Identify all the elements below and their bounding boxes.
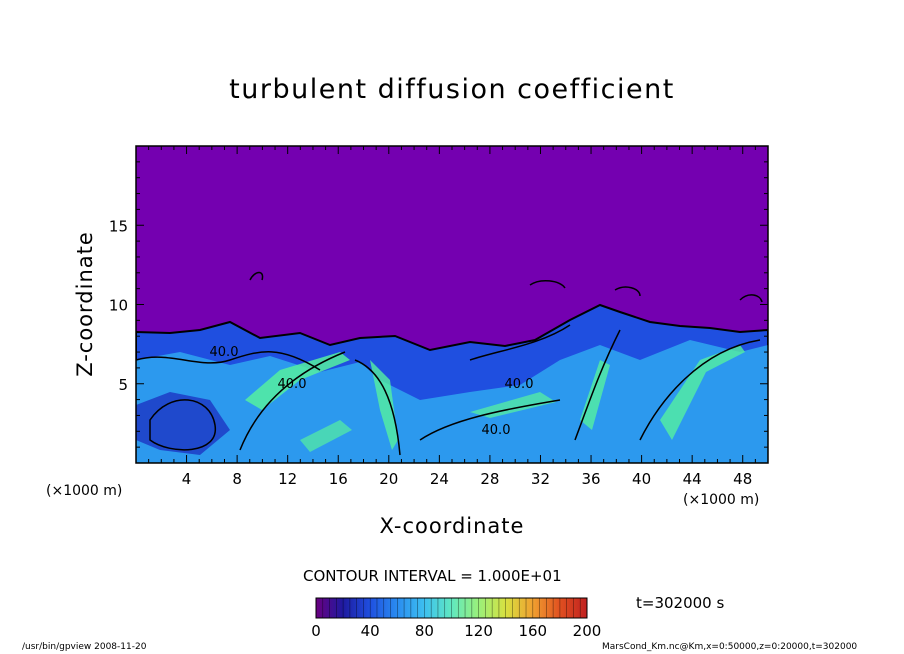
colorbar-tick-label: 200 xyxy=(573,622,602,640)
contour-line xyxy=(469,324,571,361)
colorbar-tick-label: 80 xyxy=(415,622,434,640)
x-tick-label: 8 xyxy=(232,470,242,488)
footer-right: MarsCond_Km.nc@Km,x=0:50000,z=0:20000,t=… xyxy=(602,642,858,652)
contour-label: 40.0 xyxy=(482,423,511,438)
footer-left: /usr/bin/gpview 2008-11-20 xyxy=(22,642,147,652)
contour-label: 40.0 xyxy=(210,345,239,360)
x-tick-label: 40 xyxy=(632,470,651,488)
contour-label: 40.0 xyxy=(278,377,307,392)
contour-lines xyxy=(136,271,763,456)
contour-interval-label: CONTOUR INTERVAL = 1.000E+01 xyxy=(303,567,562,585)
streak-3 xyxy=(470,392,556,418)
contour-label: 40.0 xyxy=(505,377,534,392)
x-axis-label: X-coordinate xyxy=(379,514,525,538)
y-tick-label: 10 xyxy=(109,297,128,315)
contour-line xyxy=(574,329,621,441)
streak-2 xyxy=(370,360,398,450)
contour-line xyxy=(136,351,321,371)
x-unit-label-right: (×1000 m) xyxy=(683,492,760,508)
streak-1 xyxy=(245,352,350,410)
contour-line xyxy=(419,399,561,441)
y-tick-label: 5 xyxy=(118,376,128,394)
colorbar-tick-label: 0 xyxy=(311,622,321,640)
colorbar-ticks: 0 40 80 120 160 200 xyxy=(311,598,601,640)
contour-line xyxy=(529,280,566,289)
colorbar-tick-label: 160 xyxy=(518,622,547,640)
x-unit-label-left: (×1000 m) xyxy=(46,483,123,499)
y-tick-label: 15 xyxy=(109,217,128,235)
colorbar-tick-label: 40 xyxy=(361,622,380,640)
x-tick-label: 44 xyxy=(683,470,702,488)
colorbar-tick-label: 120 xyxy=(464,622,493,640)
contour-line xyxy=(739,294,763,303)
x-tick-label: 4 xyxy=(182,470,192,488)
contour-line xyxy=(249,271,264,281)
y-ticks: 5 10 15 xyxy=(109,145,768,464)
x-tick-label: 16 xyxy=(329,470,348,488)
x-tick-label: 12 xyxy=(278,470,297,488)
contour-labels: 40.0 40.0 40.0 40.0 xyxy=(210,345,534,438)
time-label: t=302000 s xyxy=(636,594,725,612)
x-tick-label: 20 xyxy=(379,470,398,488)
x-ticks: 4 8 12 16 20 24 28 32 36 40 44 48 xyxy=(135,146,769,488)
contour-line xyxy=(354,359,401,456)
x-tick-label: 48 xyxy=(733,470,752,488)
x-tick-label: 32 xyxy=(531,470,550,488)
streak-5 xyxy=(660,345,745,440)
chart-title: turbulent diffusion coefficient xyxy=(229,74,675,105)
heatmap-field xyxy=(136,146,768,463)
contour-line xyxy=(639,339,761,441)
contour-line xyxy=(239,351,346,451)
x-tick-label: 28 xyxy=(480,470,499,488)
contour-line xyxy=(149,399,216,451)
x-tick-label: 36 xyxy=(581,470,600,488)
x-tick-label: 24 xyxy=(430,470,449,488)
streak-6 xyxy=(300,420,352,452)
streak-4 xyxy=(580,360,610,430)
contour-line xyxy=(614,286,641,297)
